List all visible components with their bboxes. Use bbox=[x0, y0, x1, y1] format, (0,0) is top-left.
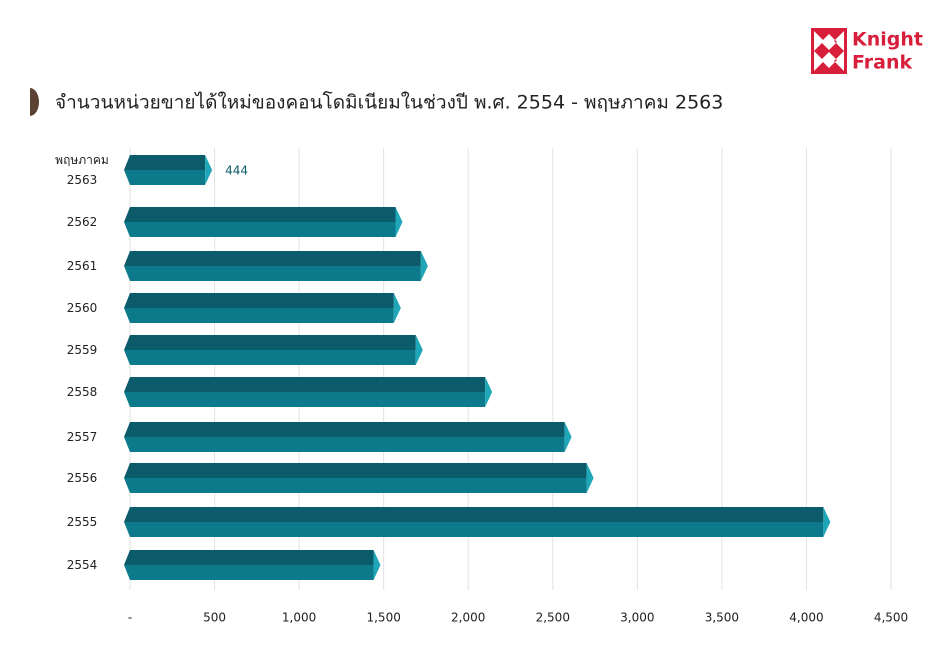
x-tick-label: 3,500 bbox=[705, 611, 739, 625]
bar-top-face bbox=[124, 422, 565, 437]
bar bbox=[124, 377, 493, 407]
x-tick-label: 2,500 bbox=[536, 611, 570, 625]
bar-tip bbox=[395, 207, 403, 237]
bar bbox=[124, 251, 428, 281]
x-tick-label: 1,500 bbox=[366, 611, 400, 625]
bar-top-face bbox=[124, 463, 587, 478]
bar-tip bbox=[393, 293, 401, 323]
bar-top-face bbox=[124, 550, 374, 565]
bar bbox=[124, 550, 381, 580]
bar-top-face bbox=[124, 507, 824, 522]
bar-top-face bbox=[124, 293, 394, 308]
bar bbox=[124, 207, 403, 237]
x-tick-label: 4,000 bbox=[789, 611, 823, 625]
logo-text: Frank bbox=[852, 52, 912, 74]
bar-top-face bbox=[124, 155, 206, 170]
bar-tip bbox=[373, 550, 381, 580]
bar-bottom-face bbox=[124, 565, 374, 580]
bar bbox=[124, 335, 423, 365]
x-tick-label: 1,000 bbox=[282, 611, 316, 625]
bar-bottom-face bbox=[124, 308, 394, 323]
bar-bottom-face bbox=[124, 437, 565, 452]
bar-bottom-face bbox=[124, 222, 396, 237]
bar-bottom-face bbox=[124, 266, 421, 281]
y-tick-label: 2561 bbox=[66, 259, 98, 273]
bar-bottom-face bbox=[124, 392, 486, 407]
x-tick-label: - bbox=[128, 611, 132, 625]
bar-tip bbox=[415, 335, 423, 365]
bar-tip bbox=[586, 463, 594, 493]
y-tick-label: 2562 bbox=[66, 215, 98, 229]
y-tick-label: 2557 bbox=[66, 430, 98, 444]
bar-tip bbox=[205, 155, 213, 185]
bar-bottom-face bbox=[124, 478, 587, 493]
bar-tip bbox=[564, 422, 572, 452]
bar-bottom-face bbox=[124, 350, 416, 365]
bar bbox=[124, 422, 572, 452]
y-tick-label: 2556 bbox=[66, 471, 98, 485]
bar-top-face bbox=[124, 251, 421, 266]
bar bbox=[124, 293, 401, 323]
y-tick-label: 2558 bbox=[66, 385, 98, 399]
x-tick-label: 2,000 bbox=[451, 611, 485, 625]
bar-top-face bbox=[124, 335, 416, 350]
bar bbox=[124, 155, 213, 185]
y-tick-label: 2555 bbox=[66, 515, 98, 529]
bar-tip bbox=[823, 507, 831, 537]
y-tick-label: 2560 bbox=[66, 301, 98, 315]
bar-tip bbox=[420, 251, 428, 281]
bar bbox=[124, 463, 594, 493]
x-tick-label: 3,000 bbox=[620, 611, 654, 625]
x-tick-label: 500 bbox=[203, 611, 226, 625]
title-marker bbox=[30, 88, 39, 116]
bar-top-face bbox=[124, 207, 396, 222]
y-tick-label: พฤษภาคม 2563 bbox=[55, 153, 109, 187]
chart-title: จำนวนหน่วยขายได้ใหม่ของคอนโดมิเนียมในช่ว… bbox=[55, 91, 723, 114]
bar-top-face bbox=[124, 377, 486, 392]
y-tick-label: 2554 bbox=[66, 558, 98, 572]
bar-bottom-face bbox=[124, 522, 824, 537]
logo-mark bbox=[811, 28, 847, 74]
bar bbox=[124, 507, 831, 537]
data-label: 444 bbox=[225, 164, 248, 178]
bar-tip bbox=[485, 377, 493, 407]
x-tick-label: 4,500 bbox=[874, 611, 908, 625]
y-tick-label: 2559 bbox=[66, 343, 98, 357]
bar-bottom-face bbox=[124, 170, 206, 185]
logo-text: Knight bbox=[852, 29, 923, 51]
